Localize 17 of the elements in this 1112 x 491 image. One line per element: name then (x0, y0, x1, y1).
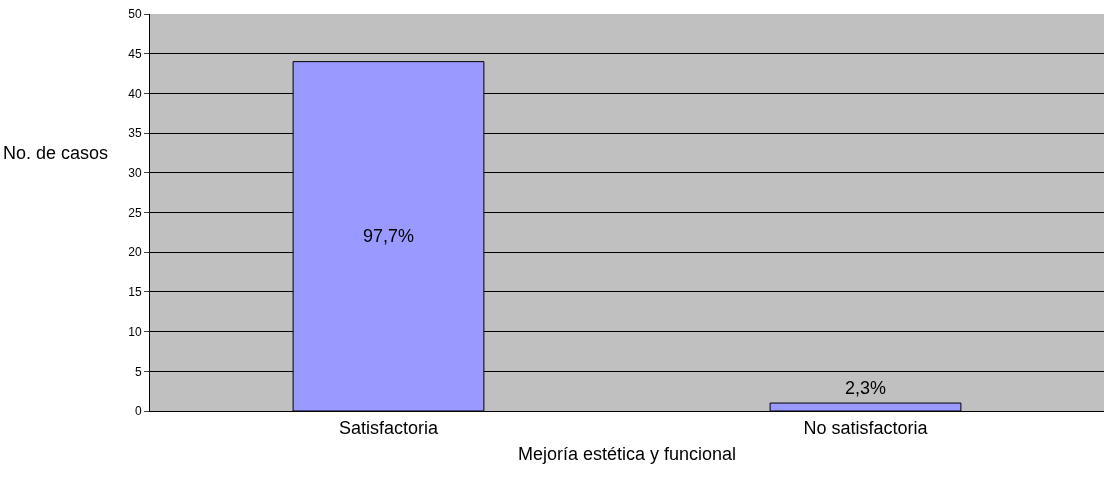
y-tick-label: 10 (128, 324, 142, 339)
y-tick-label: 50 (128, 7, 142, 22)
y-tick-label: 0 (134, 404, 142, 419)
annotation: 97,7% (363, 226, 415, 246)
x-tick-label: No satisfactoria (803, 417, 929, 438)
y-tick-label: 5 (134, 364, 142, 379)
y-tick-label: 25 (128, 205, 142, 220)
x-axis-title: Mejoría estética y funcional (517, 443, 737, 464)
y-axis-title: No. de casos (3, 143, 109, 163)
y-tick-label: 20 (128, 245, 142, 260)
y-tick-label: 40 (128, 86, 142, 101)
y-tick-label: 45 (128, 46, 142, 61)
x-tick-label: Satisfactoria (338, 417, 440, 438)
y-tick-label: 30 (128, 166, 142, 180)
y-tick-label: 15 (128, 285, 142, 300)
annotation: 2,3% (845, 378, 887, 398)
y-tick-label: 35 (128, 126, 142, 141)
